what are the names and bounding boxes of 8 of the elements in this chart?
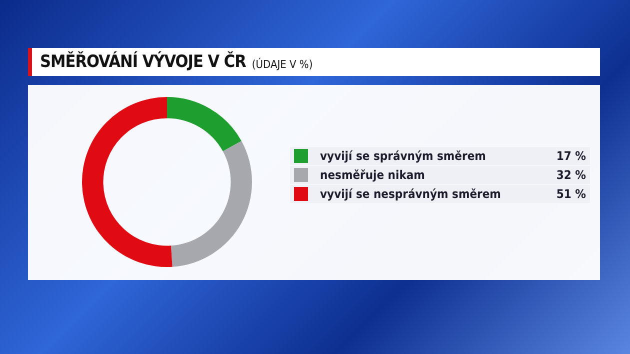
data-label: 17 % — [556, 149, 586, 163]
data-label: 32 % — [556, 168, 586, 182]
chart-subtitle: (ÚDAJE V %) — [252, 58, 313, 70]
chart-title: SMĚŘOVÁNÍ VÝVOJE V ČR — [40, 52, 246, 72]
legend-label: vyvijí se správným směrem — [320, 149, 487, 163]
data-label: 51 % — [556, 187, 586, 201]
legend-label: vyvijí se nesprávným směrem — [320, 187, 502, 201]
legend-label: nesměřuje nikam — [320, 168, 426, 182]
